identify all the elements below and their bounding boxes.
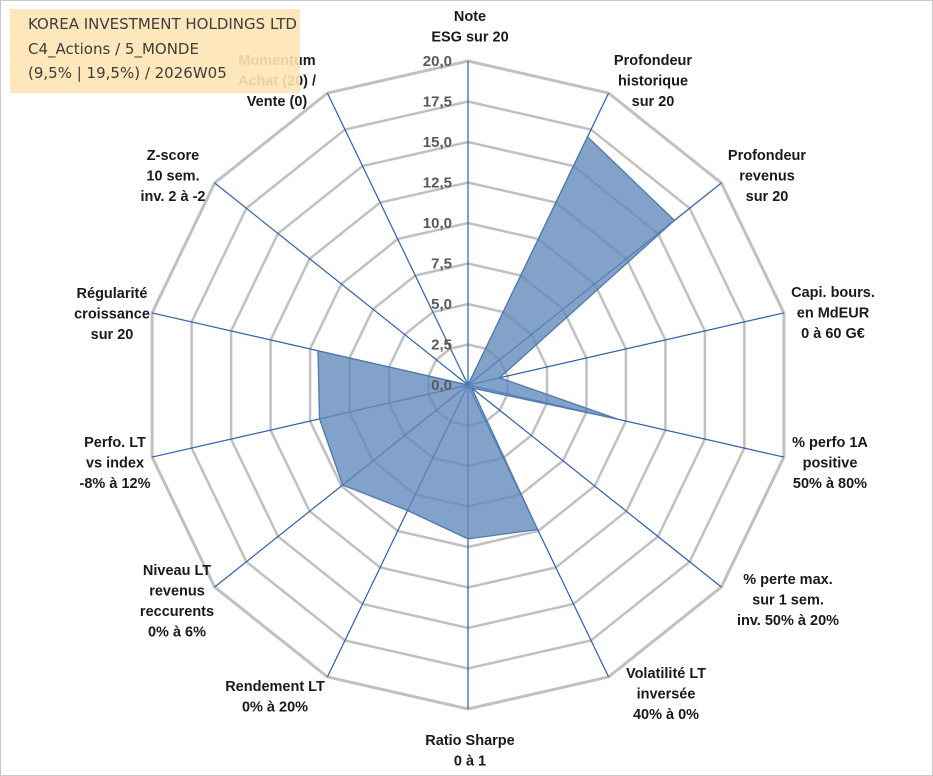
axis-label: 10 sem. (146, 169, 199, 185)
axis-label: en MdEUR (797, 306, 870, 322)
axis-label: positive (803, 456, 858, 472)
tick-label: 0,0 (431, 377, 452, 394)
tick-label: 5,0 (431, 296, 452, 313)
tick-layer: 0,0 2,5 5,0 7,5 10,0 12,5 15,0 17,5 20,0 (423, 53, 452, 394)
series-point (536, 528, 539, 531)
series-point (467, 384, 469, 386)
tick-label: 7,5 (431, 256, 452, 273)
series-point (318, 417, 321, 420)
axis-label: 50% à 80% (793, 476, 867, 492)
axis-label: ESG sur 20 (431, 30, 508, 46)
axis-label: Rendement LT (225, 679, 325, 695)
axis-spoke (467, 384, 722, 588)
axis-label: Régularité (77, 286, 148, 302)
series-point (317, 349, 319, 352)
axis-label: sur 1 sem. (752, 593, 824, 609)
axis-label: Ratio Sharpe (425, 733, 514, 749)
axis-label: inv. 2 à -2 (140, 189, 205, 205)
series-point (617, 418, 619, 421)
axis-label: sur 20 (91, 327, 134, 343)
series-point (470, 387, 473, 389)
tick-label: 17,5 (423, 94, 452, 111)
axis-label: Z-score (147, 148, 199, 164)
axis-spoke (214, 182, 469, 386)
axis-label: % perte max. (743, 572, 832, 588)
axis-label: Vente (0) (247, 94, 308, 110)
axis-label: 0% à 6% (148, 625, 206, 641)
axis-label: inversée (637, 687, 696, 703)
series-point (341, 484, 344, 486)
axis-label: 0 à 1 (454, 754, 486, 770)
axis-label: revenus (739, 169, 795, 185)
params-line: (9,5% | 19,5%) / 2026W05 (28, 64, 227, 82)
axis-label: vs index (86, 456, 144, 472)
axis-label: Profondeur (728, 148, 806, 164)
axis-label: reccurents (140, 604, 214, 620)
axis-label: -8% à 12% (80, 476, 151, 492)
axis-label: 40% à 0% (633, 707, 699, 723)
series-point (467, 538, 469, 540)
axis-label: Capi. bours. (791, 285, 875, 301)
axis-label: croissance (74, 307, 150, 323)
series-point (586, 135, 589, 138)
title-box: KOREA INVESTMENT HOLDINGS LTD C4_Actions… (10, 9, 300, 93)
tick-label: 12,5 (423, 175, 452, 192)
company-name: KOREA INVESTMENT HOLDINGS LTD (28, 15, 297, 33)
series-point (424, 296, 427, 299)
label-layer: Note ESG sur 20 Profondeur historique sur 20… (74, 9, 875, 770)
series-point (406, 509, 409, 512)
axis-label: 0 à 60 G€ (801, 326, 865, 342)
axis-label: historique (618, 74, 688, 90)
axis-label: inv. 50% à 20% (737, 613, 839, 629)
axis-label: Note (454, 9, 486, 25)
axis-label: revenus (149, 584, 205, 600)
tick-label: 15,0 (423, 134, 452, 151)
tick-label: 10,0 (423, 215, 452, 232)
series-point (673, 219, 676, 222)
portfolio-name: C4_Actions / 5_MONDE (28, 40, 199, 58)
axis-label: sur 20 (632, 94, 675, 110)
axis-label: Niveau LT (143, 563, 211, 579)
tick-label: 20,0 (423, 53, 452, 70)
axis-label: sur 20 (746, 189, 789, 205)
axis-spoke (467, 312, 785, 386)
axis-label: Perfo. LT (84, 435, 146, 451)
series-point (498, 376, 501, 379)
series-layer (317, 135, 676, 540)
axis-label: 0% à 20% (242, 700, 308, 716)
tick-label: 2,5 (431, 337, 452, 354)
axis-label: % perfo 1A (792, 435, 868, 451)
axis-label: Profondeur (614, 53, 692, 69)
axis-label: Volatilité LT (626, 666, 706, 682)
